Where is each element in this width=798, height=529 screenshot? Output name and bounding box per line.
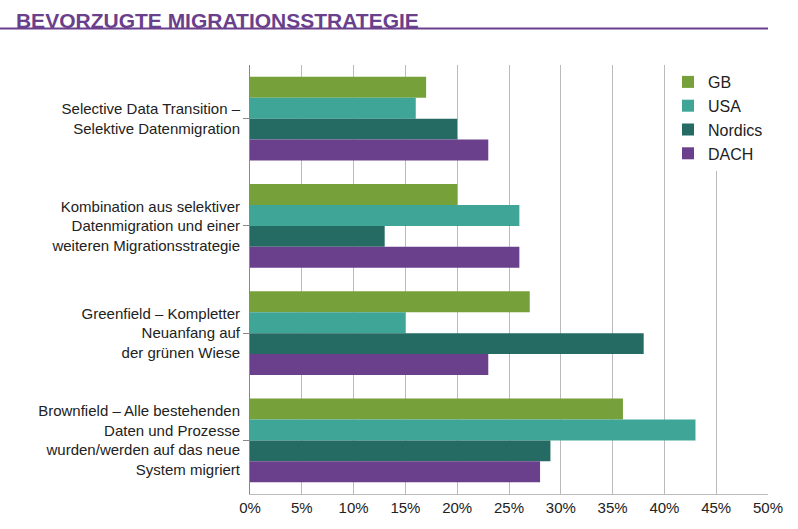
svg-text:10%: 10% <box>339 499 369 516</box>
svg-text:Nordics: Nordics <box>708 122 762 139</box>
svg-text:0%: 0% <box>239 499 261 516</box>
svg-text:BEVORZUGTE MIGRATIONSSTRATEGIE: BEVORZUGTE MIGRATIONSSTRATEGIE <box>16 9 419 32</box>
svg-text:GB: GB <box>708 74 731 91</box>
svg-text:35%: 35% <box>598 499 628 516</box>
svg-text:5%: 5% <box>291 499 313 516</box>
svg-text:Greenfield – KompletterNeuanfa: Greenfield – KompletterNeuanfang aufder … <box>82 305 241 361</box>
svg-text:DACH: DACH <box>708 146 753 163</box>
svg-text:50%: 50% <box>753 499 783 516</box>
svg-text:Selective Data Transition –Sel: Selective Data Transition –Selektive Dat… <box>62 100 241 137</box>
svg-text:25%: 25% <box>494 499 524 516</box>
svg-text:15%: 15% <box>390 499 420 516</box>
svg-text:USA: USA <box>708 98 741 115</box>
svg-text:Kombination aus selektiverDate: Kombination aus selektiverDatenmigration… <box>51 198 240 254</box>
svg-text:30%: 30% <box>546 499 576 516</box>
svg-text:Brownfield – Alle bestehendenD: Brownfield – Alle bestehendenDaten und P… <box>38 402 241 478</box>
svg-text:40%: 40% <box>649 499 679 516</box>
svg-text:20%: 20% <box>442 499 472 516</box>
svg-text:45%: 45% <box>701 499 731 516</box>
